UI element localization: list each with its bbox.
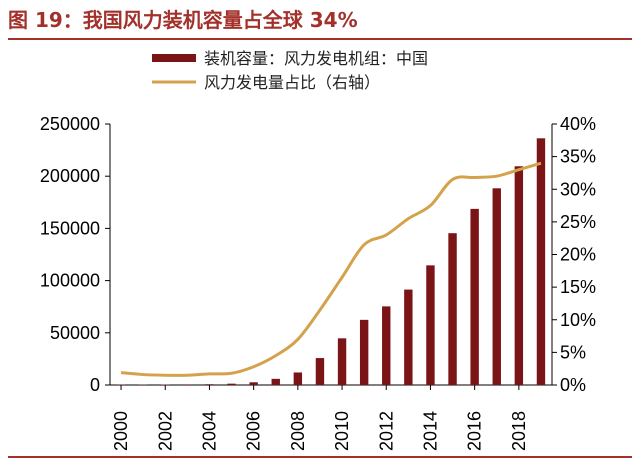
y-left-tick-label: 200000 xyxy=(40,166,100,186)
share-line xyxy=(120,161,542,377)
y-right-tick-label: 25% xyxy=(560,212,596,232)
bar-2005 xyxy=(227,383,236,385)
y-right-tick-label: 20% xyxy=(560,245,596,265)
bar-2017 xyxy=(492,188,501,385)
figure-title: 图 19：我国风力装机容量占全球 34% xyxy=(8,8,358,32)
bar-2004 xyxy=(205,384,214,385)
bar-2018 xyxy=(514,166,524,385)
y-left-tick-label: 100000 xyxy=(40,271,100,291)
x-tick-label: 2000 xyxy=(111,411,131,451)
x-tick-label: 2004 xyxy=(199,411,219,451)
bar-2013 xyxy=(404,289,413,385)
y-left-tick-label: 0 xyxy=(90,375,100,395)
x-tick-label: 2002 xyxy=(155,411,175,451)
legend-label-capacity: 装机容量：风力发电机组：中国 xyxy=(204,49,428,68)
bar-2008 xyxy=(293,372,303,385)
x-tick-label: 2016 xyxy=(465,411,485,451)
y-right-tick-label: 5% xyxy=(560,342,586,362)
bar-2003 xyxy=(183,384,192,385)
bottom-divider xyxy=(8,456,632,458)
legend-label-share: 风力发电量占比（右轴） xyxy=(204,73,380,92)
bar-2012 xyxy=(382,306,391,385)
y-left-tick-label: 150000 xyxy=(40,218,100,238)
bar-2019 xyxy=(536,138,546,385)
chart-axes xyxy=(109,124,553,386)
legend-bar-swatch xyxy=(152,54,196,62)
y-right-tick-label: 15% xyxy=(560,277,596,297)
bar-2006 xyxy=(249,382,258,385)
bar-2015 xyxy=(448,233,457,385)
bar-2007 xyxy=(271,378,280,385)
legend: 装机容量：风力发电机组：中国 风力发电量占比（右轴） xyxy=(152,49,428,92)
x-tick-label: 2018 xyxy=(509,411,529,451)
bar-series xyxy=(116,138,546,385)
y-left-tick-label: 250000 xyxy=(40,114,100,134)
x-tick-label: 2012 xyxy=(376,411,396,451)
bar-2016 xyxy=(470,208,479,385)
x-tick-label: 2006 xyxy=(244,411,264,451)
tick-labels: 0 50000 100000 150000 200000 250000 0% 5% 10% 15%… xyxy=(40,114,596,451)
x-tick-label: 2008 xyxy=(288,411,308,451)
y-right-tick-label: 0% xyxy=(560,375,586,395)
line-series xyxy=(120,161,542,377)
y-right-tick-label: 40% xyxy=(560,114,596,134)
bar-2014 xyxy=(426,265,435,385)
y-right-tick-label: 10% xyxy=(560,310,596,330)
y-right-tick-label: 35% xyxy=(560,147,596,167)
y-left-tick-label: 50000 xyxy=(50,323,100,343)
bar-2011 xyxy=(359,319,369,385)
bar-2010 xyxy=(337,338,347,385)
y-right-tick-label: 30% xyxy=(560,179,596,199)
x-tick-label: 2010 xyxy=(332,411,352,451)
title-divider xyxy=(8,38,632,40)
bar-2009 xyxy=(315,358,325,385)
x-tick-label: 2014 xyxy=(420,411,440,451)
